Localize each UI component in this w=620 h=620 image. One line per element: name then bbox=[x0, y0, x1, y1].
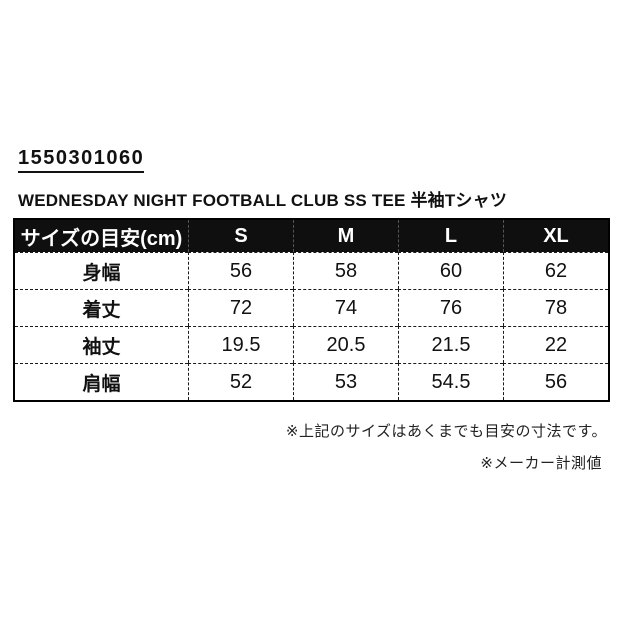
cell-shoulder-width-s: 52 bbox=[188, 363, 293, 400]
cell-shoulder-width-xl: 56 bbox=[503, 363, 608, 400]
cell-body-width-s: 56 bbox=[188, 252, 293, 289]
header-cell-s: S bbox=[188, 220, 293, 252]
cell-sleeve-length-m: 20.5 bbox=[293, 326, 398, 363]
cell-shoulder-width-l: 54.5 bbox=[398, 363, 503, 400]
cell-body-length-l: 76 bbox=[398, 289, 503, 326]
cell-body-width-l: 60 bbox=[398, 252, 503, 289]
cell-body-length-xl: 78 bbox=[503, 289, 608, 326]
table-row-sleeve-length: 袖丈 19.5 20.5 21.5 22 bbox=[15, 326, 608, 363]
cell-sleeve-length-s: 19.5 bbox=[188, 326, 293, 363]
cell-sleeve-length-l: 21.5 bbox=[398, 326, 503, 363]
product-code: 1550301060 bbox=[18, 147, 145, 173]
table-row-shoulder-width: 肩幅 52 53 54.5 56 bbox=[15, 363, 608, 400]
cell-body-width-m: 58 bbox=[293, 252, 398, 289]
size-table: サイズの目安(cm) S M L XL 身幅 56 58 60 62 着丈 72… bbox=[13, 218, 610, 402]
row-label-body-width: 身幅 bbox=[15, 252, 188, 289]
note-size-disclaimer: ※上記のサイズはあくまでも目安の寸法です。 bbox=[285, 423, 607, 440]
header-cell-m: M bbox=[293, 220, 398, 252]
product-title: WEDNESDAY NIGHT FOOTBALL CLUB SS TEE 半袖T… bbox=[18, 191, 508, 210]
note-manufacturer-measurement: ※メーカー計測値 bbox=[480, 455, 602, 472]
row-label-body-length: 着丈 bbox=[15, 289, 188, 326]
header-cell-l: L bbox=[398, 220, 503, 252]
table-row-body-length: 着丈 72 74 76 78 bbox=[15, 289, 608, 326]
cell-body-width-xl: 62 bbox=[503, 252, 608, 289]
header-cell-size-guide: サイズの目安(cm) bbox=[15, 220, 188, 252]
size-table-header-row: サイズの目安(cm) S M L XL bbox=[15, 220, 608, 252]
row-label-sleeve-length: 袖丈 bbox=[15, 326, 188, 363]
header-cell-xl: XL bbox=[503, 220, 608, 252]
cell-body-length-s: 72 bbox=[188, 289, 293, 326]
cell-sleeve-length-xl: 22 bbox=[503, 326, 608, 363]
table-row-body-width: 身幅 56 58 60 62 bbox=[15, 252, 608, 289]
cell-body-length-m: 74 bbox=[293, 289, 398, 326]
cell-shoulder-width-m: 53 bbox=[293, 363, 398, 400]
row-label-shoulder-width: 肩幅 bbox=[15, 363, 188, 400]
